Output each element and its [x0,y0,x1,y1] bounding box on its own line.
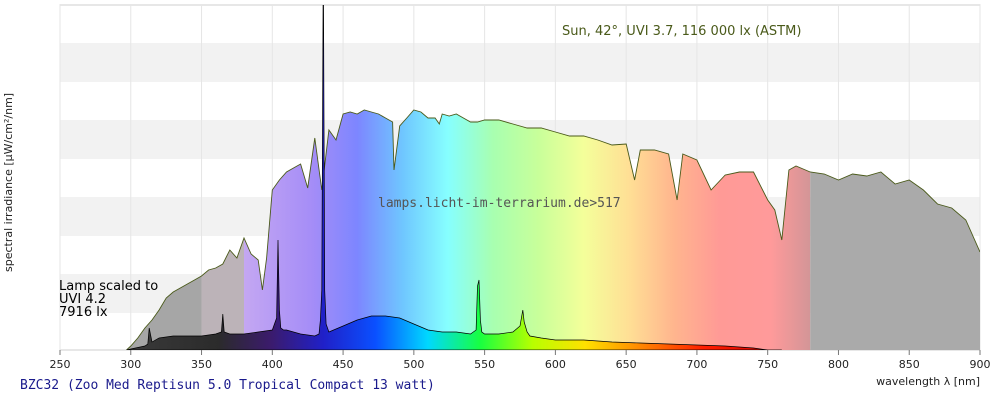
lamp-spectrum-area [126,5,782,350]
footer-title: BZC32 (Zoo Med Reptisun 5.0 Tropical Com… [20,378,435,393]
sun-label: Sun, 42°, UVI 3.7, 116 000 lx (ASTM) [562,24,801,39]
x-tick-label: 850 [899,358,920,371]
lamp-label-line-1: Lamp scaled to [59,279,158,294]
x-tick-label: 550 [474,358,495,371]
x-tick-label: 900 [970,358,991,371]
x-tick-label: 350 [191,358,212,371]
x-axis-label: wavelength λ [nm] [876,375,980,388]
x-axis-ticks: 250 300 350 400 450 500 550 600 650 700 750 800 850 9… [50,350,991,371]
x-tick-label: 800 [828,358,849,371]
x-tick-label: 600 [545,358,566,371]
grid-band [60,43,980,82]
x-tick-label: 300 [120,358,141,371]
x-tick-label: 500 [403,358,424,371]
x-tick-label: 250 [50,358,71,371]
x-tick-label: 450 [333,358,354,371]
x-tick-label: 650 [616,358,637,371]
lamp-label-line-3: 7916 lx [59,305,108,320]
lamp-label-line-2: UVI 4.2 [59,292,106,307]
watermark: lamps.licht-im-terrarium.de>517 [378,196,621,211]
x-tick-label: 700 [686,358,707,371]
x-tick-label: 400 [262,358,283,371]
x-tick-label: 750 [757,358,778,371]
sun-spectrum-line [126,109,980,350]
y-axis-label: spectral irradiance [µW/cm²/nm] [2,93,15,272]
